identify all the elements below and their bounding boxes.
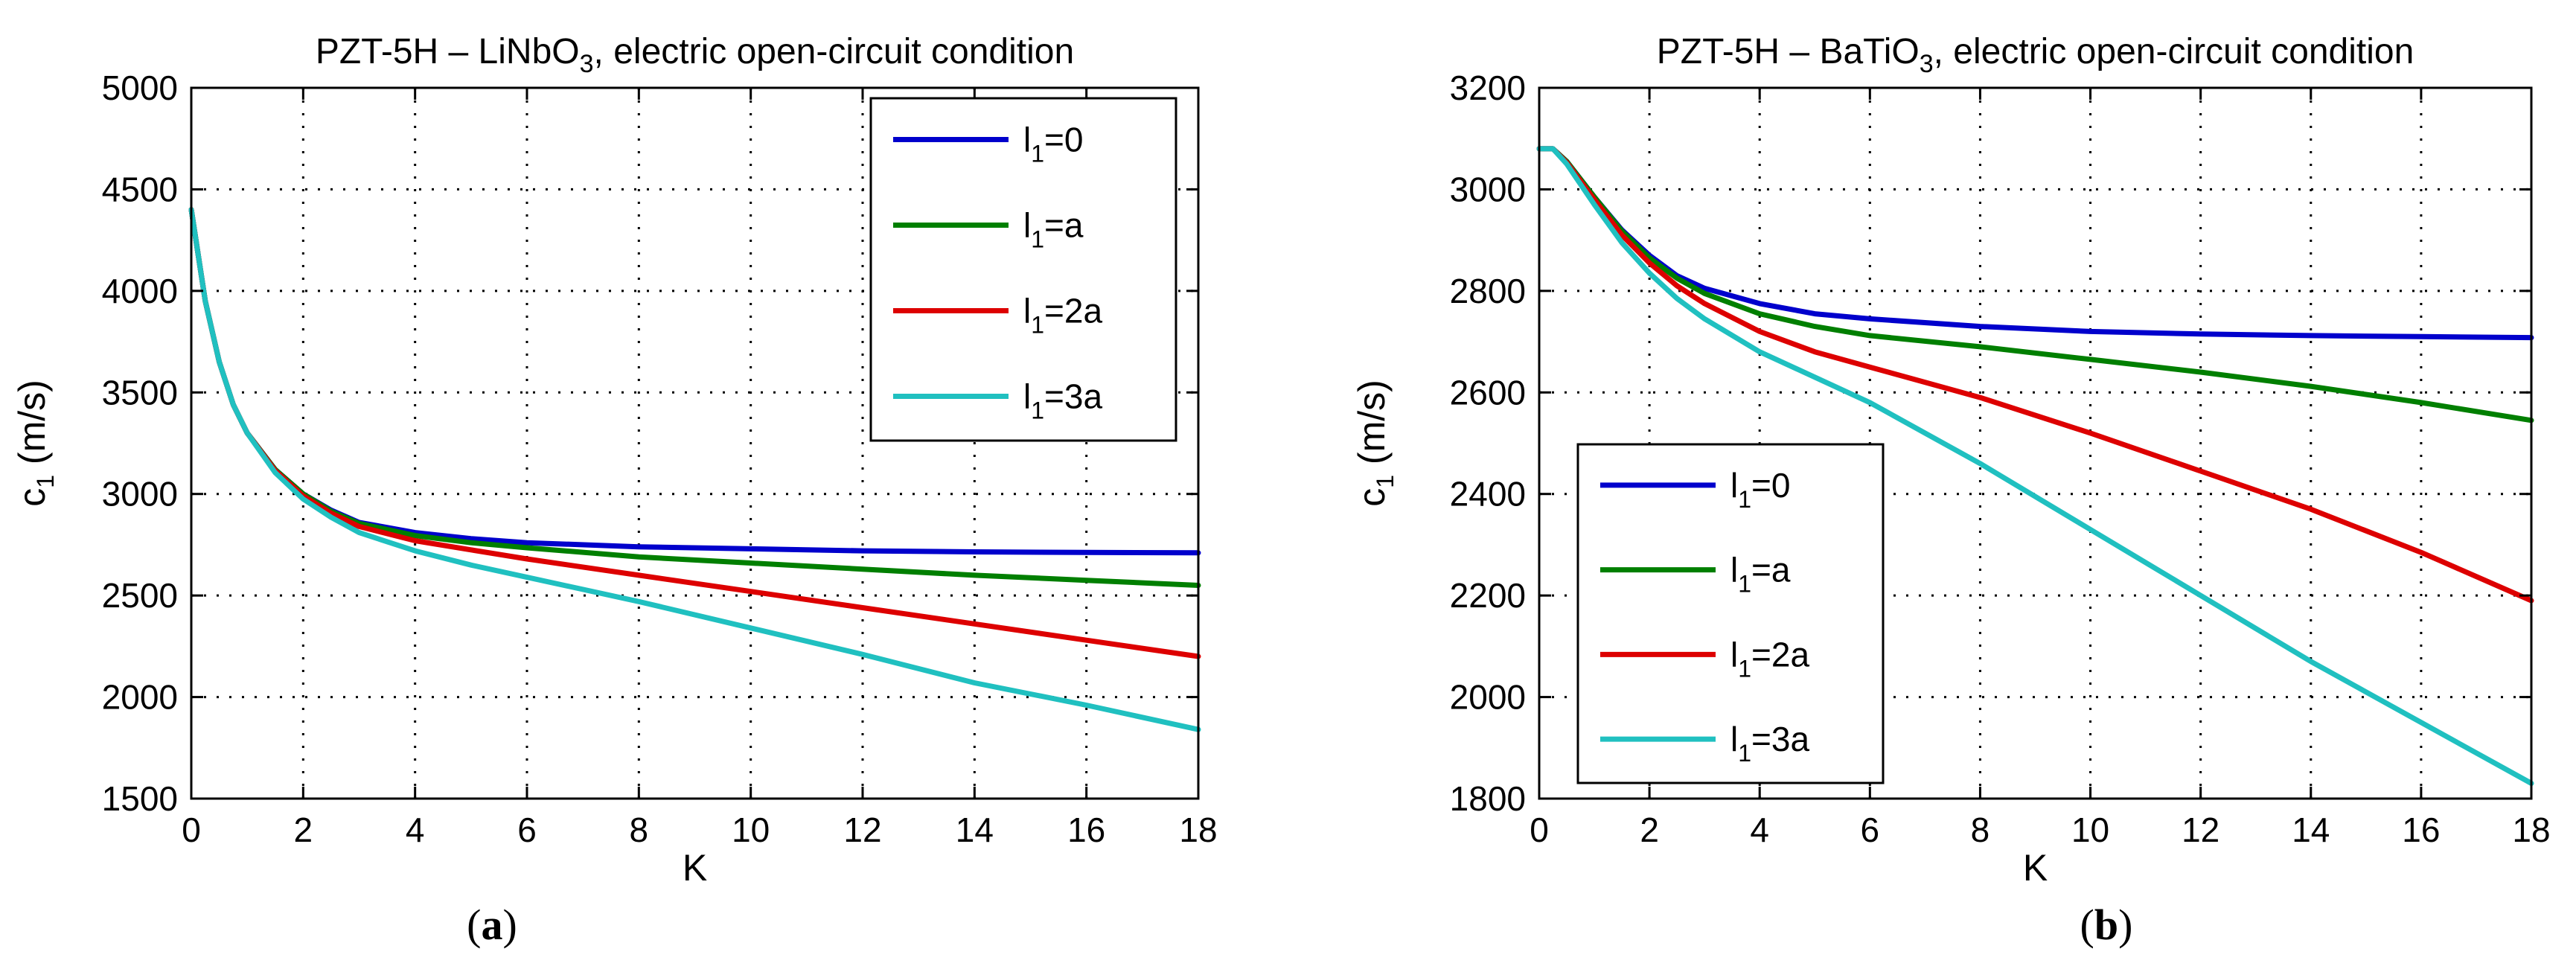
y-tick-label: 2500 [102,576,178,615]
y-axis-label: c1 (m/s) [11,380,59,507]
x-tick-label: 4 [1750,810,1769,849]
axes-frame [190,86,1200,800]
subfigure-label: (a) [467,901,517,949]
x-tick-label: 14 [956,810,994,849]
y-tick-label: 3200 [1450,68,1526,107]
y-tick-label: 2600 [1450,373,1526,412]
x-tick-label: 0 [182,810,201,849]
y-tick-label: 3000 [102,475,178,514]
legend-label: l1=2a [1730,635,1809,682]
y-tick-label: 1800 [1450,779,1526,818]
legend-entry-l1=3a: l1=3a [893,377,1102,424]
legend-label: l1=3a [1730,720,1809,767]
legend-entry-l1=a: l1=a [1600,551,1791,598]
x-tick-label: 8 [1971,810,1990,849]
chart-panel-b: 0 2 4 6 8 10 12 14 16 18 1800 2000 2200 2400 2600 2800 3… [1351,32,2551,949]
y-tick-label: 2000 [1450,678,1526,717]
x-tick-label: 12 [843,810,881,849]
x-tick-label: 14 [2292,810,2330,849]
y-tick-label: 5000 [102,68,178,107]
y-axis-label: c1 (m/s) [1351,380,1399,507]
x-tick-label: 12 [2182,810,2219,849]
series-line-l1=3a [1536,146,2534,786]
chart-panel-a: 0 2 4 6 8 10 12 14 16 18 1500 2000 2500 3000 3500 4000 4… [11,32,1218,949]
x-tick-label: 6 [517,810,537,849]
series-line-l1=3a [188,207,1201,732]
y-tick-label: 1500 [102,779,178,818]
x-tick-label: 16 [1067,810,1105,849]
legend-label: l1=a [1023,206,1084,253]
x-tick-label: 0 [1530,810,1549,849]
legend-entry-l1=2a: l1=2a [893,292,1102,339]
y-tick-label: 2400 [1450,475,1526,514]
x-tick-label: 4 [406,810,425,849]
x-tick-label: 16 [2402,810,2440,849]
x-tick-label: 2 [294,810,313,849]
legend-label: l1=0 [1730,466,1790,513]
x-tick-label: 10 [732,810,770,849]
y-tick-label: 2200 [1450,576,1526,615]
x-tick-label: 2 [1640,810,1659,849]
legend-entry-l1=0: l1=0 [893,121,1083,167]
y-tick-label: 3000 [1450,170,1526,208]
legend-entry-l1=3a: l1=3a [1600,720,1809,767]
chart-title: PZT-5H – LiNbO3, electric open-circuit c… [316,32,1074,78]
x-tick-label: 10 [2071,810,2109,849]
legend: l1=0 l1=a l1=2a l1=3a [1576,443,1885,784]
x-axis-label: K [683,847,707,889]
legend-label: l1=2a [1023,292,1102,339]
legend-entry-l1=2a: l1=2a [1600,635,1809,682]
legend-entry-l1=0: l1=0 [1600,466,1790,513]
x-tick-label: 18 [2512,810,2550,849]
legend-label: l1=0 [1023,121,1083,167]
x-tick-label: 18 [1179,810,1217,849]
legend-label: l1=3a [1023,377,1102,424]
axes-frame [1538,86,2533,800]
x-axis-label: K [2023,847,2048,889]
legend-label: l1=a [1730,551,1791,598]
legend: l1=0 l1=a l1=2a l1=3a [869,97,1177,442]
chart-title: PZT-5H – BaTiO3, electric open-circuit c… [1657,32,2414,78]
y-tick-label: 3500 [102,373,178,412]
y-tick-label: 2800 [1450,272,1526,310]
legend-entry-l1=a: l1=a [893,206,1084,253]
x-tick-label: 6 [1861,810,1880,849]
x-tick-label: 8 [630,810,649,849]
y-tick-label: 2000 [102,678,178,717]
y-tick-label: 4000 [102,272,178,310]
subfigure-label: (b) [2080,901,2133,949]
legend-box [1576,443,1885,784]
legend-box [869,97,1177,442]
y-tick-label: 4500 [102,170,178,208]
